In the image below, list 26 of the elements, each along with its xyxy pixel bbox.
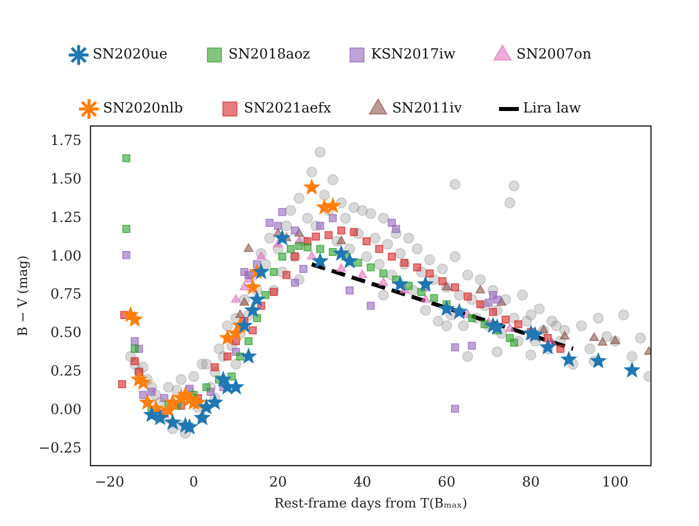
x-tick-label: 60 — [438, 474, 456, 491]
x-tick-label: 80 — [522, 474, 540, 491]
y-tick-label: 0.00 — [50, 402, 82, 418]
legend-label: SN2018aoz — [228, 46, 310, 63]
y-tick-label: −0.25 — [38, 440, 82, 456]
y-tick-label: 0.50 — [50, 325, 82, 342]
y-tick-label: 0.75 — [50, 286, 82, 303]
legend-label: SN2007on — [516, 46, 592, 63]
legend-label: SN2021aefx — [244, 100, 332, 117]
legend-label: SN2020nlb — [102, 100, 183, 117]
x-tick-label: −20 — [94, 474, 124, 491]
x-axis-title: Rest-frame days from T(Bₘₐₓ) — [274, 496, 468, 512]
legend-label: SN2020ue — [92, 46, 168, 63]
y-tick-label: 1.50 — [50, 171, 82, 188]
x-tick-label: 0 — [189, 474, 198, 491]
y-tick-label: 1.75 — [50, 133, 82, 150]
y-tick-label: 1.25 — [50, 210, 82, 226]
y-axis-title: B − V (mag) — [16, 255, 32, 336]
x-tick-label: 100 — [602, 474, 629, 491]
legend-label: SN2011iv — [392, 100, 462, 117]
legend-label: KSN2017iw — [371, 46, 456, 63]
x-tick-label: 20 — [269, 474, 287, 491]
y-tick-label: 1.00 — [50, 248, 82, 264]
legend-label: Lira law — [522, 100, 582, 117]
x-tick-label: 40 — [353, 474, 372, 491]
y-tick-label: 0.25 — [50, 364, 82, 380]
